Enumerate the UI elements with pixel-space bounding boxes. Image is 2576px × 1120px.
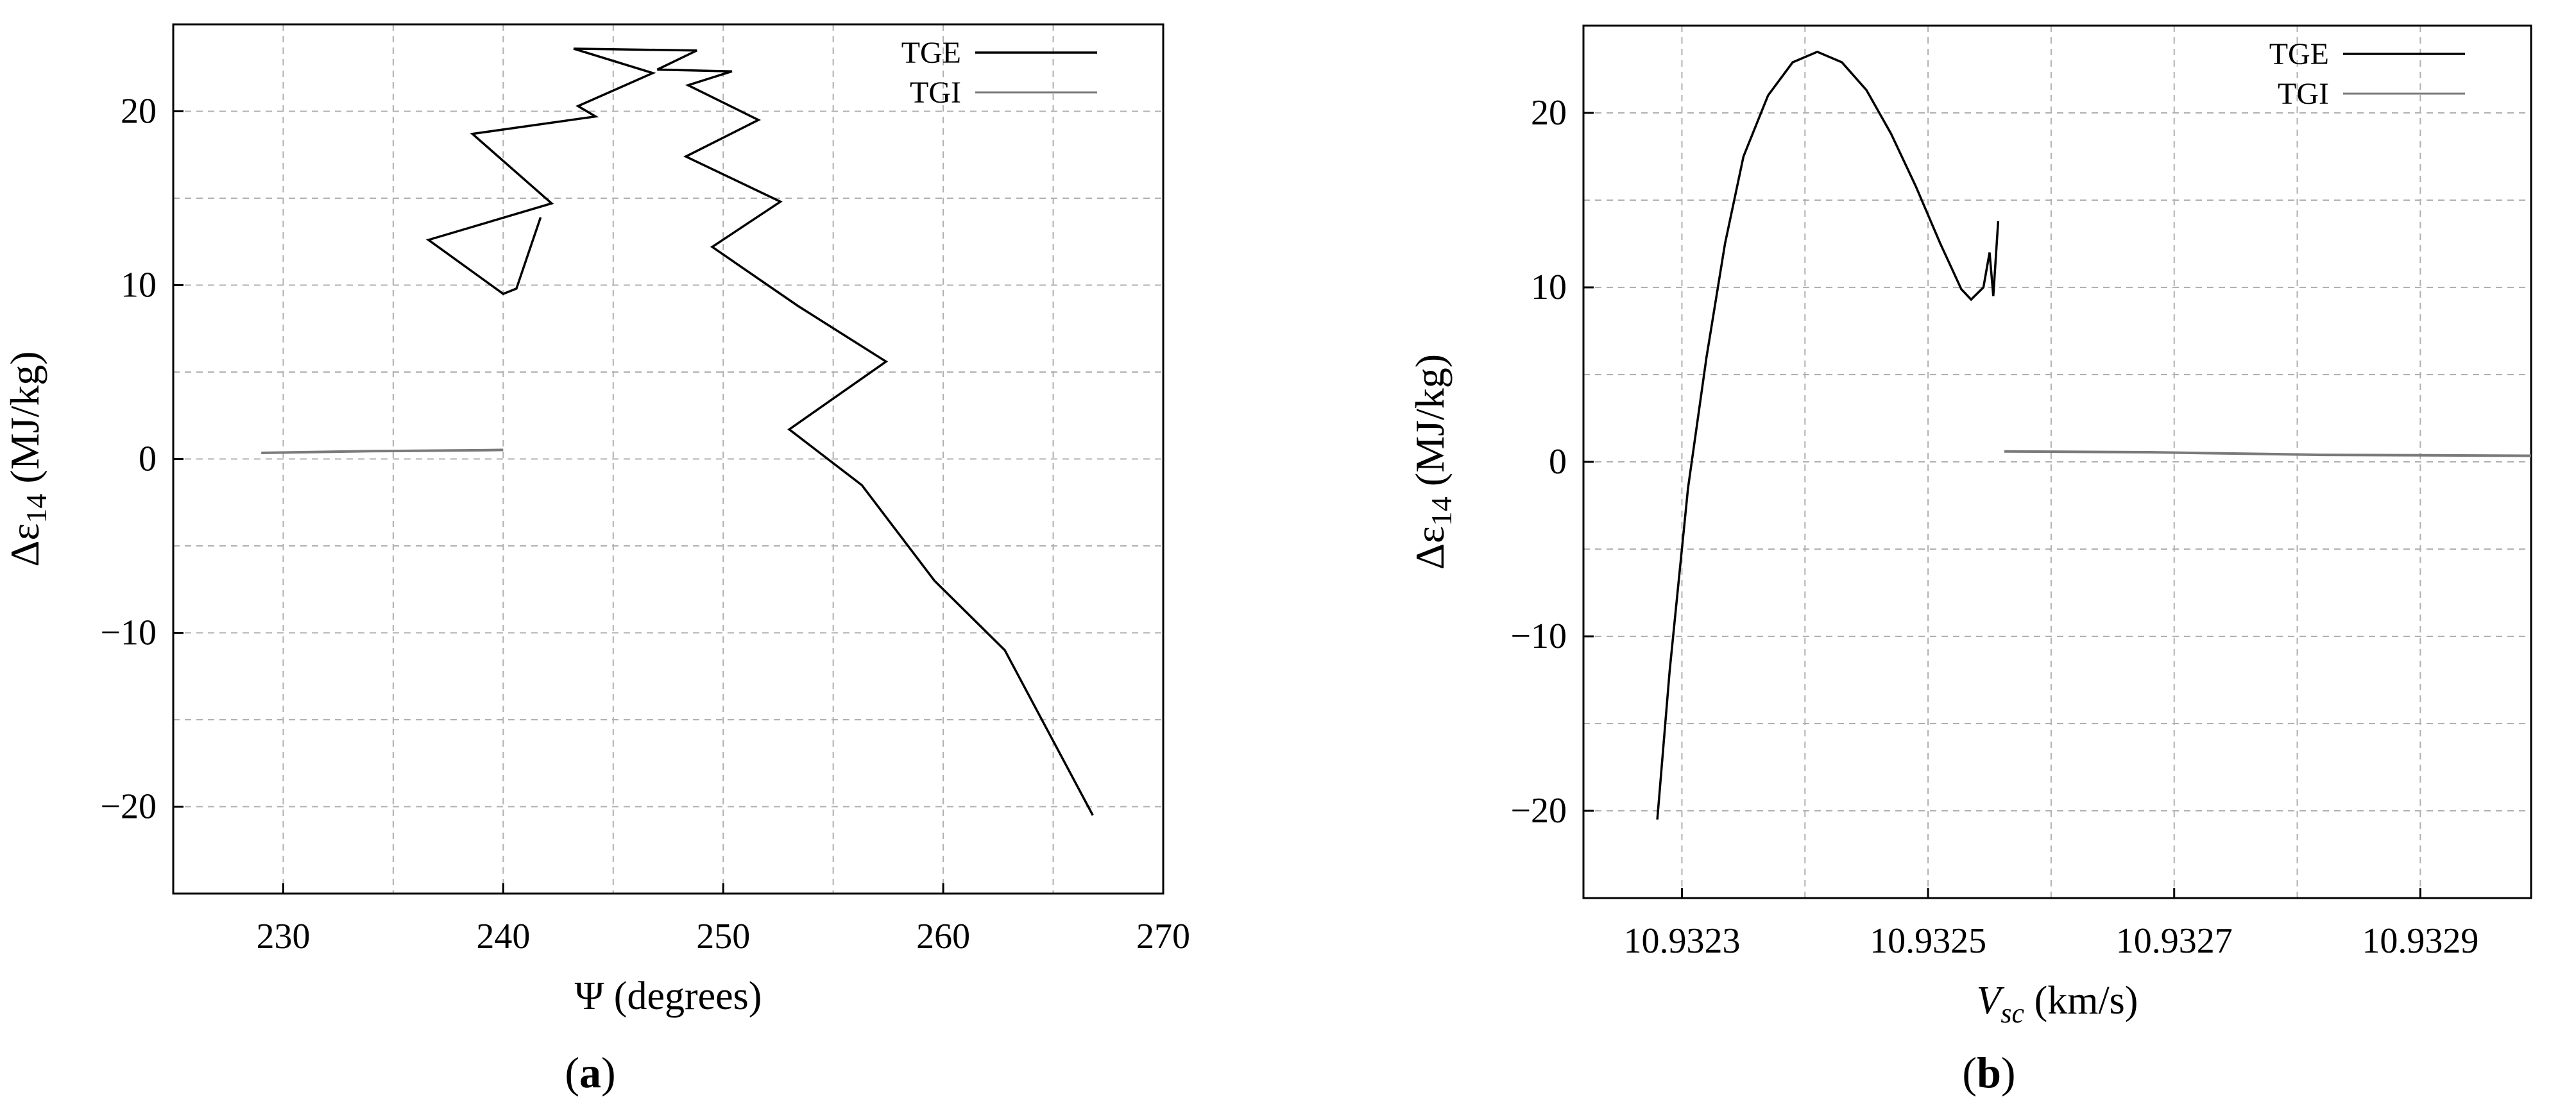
x-tick-label: 240 (476, 917, 530, 956)
chart-panel-b: −20 −10 0 10 20 10.9323 10.9325 10.9327 10.9329 T… (1407, 24, 2532, 1097)
y-tick-label: 0 (139, 439, 157, 479)
y-axis-label: Δε14 (MJ/kg) (1407, 354, 1458, 570)
y-axis-label: Δε14 (MJ/kg) (2, 351, 53, 566)
x-axis-label: Vsc (km/s) (1977, 979, 2138, 1029)
legend-label: TGE (901, 36, 961, 70)
panel-label: (a) (565, 1048, 615, 1097)
legend: TGE TGI (2269, 37, 2465, 111)
y-tick-label: −10 (100, 613, 157, 653)
x-tick-label: 10.9325 (1870, 921, 1986, 961)
y-tick-label: 20 (121, 92, 157, 132)
x-tick-label: 270 (1136, 917, 1190, 956)
panel-label: (b) (1962, 1048, 2015, 1097)
x-tick-label: 230 (256, 917, 310, 956)
legend: TGE TGI (901, 36, 1097, 110)
legend-label: TGE (2269, 37, 2329, 71)
y-tick-label: −10 (1510, 616, 1567, 656)
legend-label: TGI (2278, 77, 2329, 111)
series-line-tgi (261, 448, 504, 454)
x-tick-label: 10.9323 (1623, 921, 1740, 961)
chart-panel-a: −20 −10 0 10 20 230 240 250 260 270 TGE TGI Ψ (degre… (2, 23, 1190, 1097)
plot-frame (172, 23, 1164, 895)
grid (173, 24, 1163, 894)
y-tick-label: −20 (1510, 791, 1567, 831)
y-tick-label: 20 (1531, 93, 1567, 133)
x-tick-label: 10.9329 (2362, 921, 2478, 961)
y-tick-label: 0 (1549, 442, 1567, 482)
y-tick-label: 10 (121, 266, 157, 305)
series-line-tge (1656, 50, 2000, 820)
x-axis-label: Ψ (degrees) (575, 974, 762, 1018)
y-tick-label: −20 (100, 787, 157, 827)
series-line-tgi (2004, 450, 2532, 457)
series-line-tge (425, 47, 1094, 816)
x-tick-label: 260 (916, 917, 970, 956)
y-tick-label: 10 (1531, 267, 1567, 307)
grid (1583, 26, 2531, 898)
x-tick-label: 10.9327 (2116, 921, 2233, 961)
x-tick-label: 250 (696, 917, 750, 956)
legend-label: TGI (910, 76, 961, 110)
